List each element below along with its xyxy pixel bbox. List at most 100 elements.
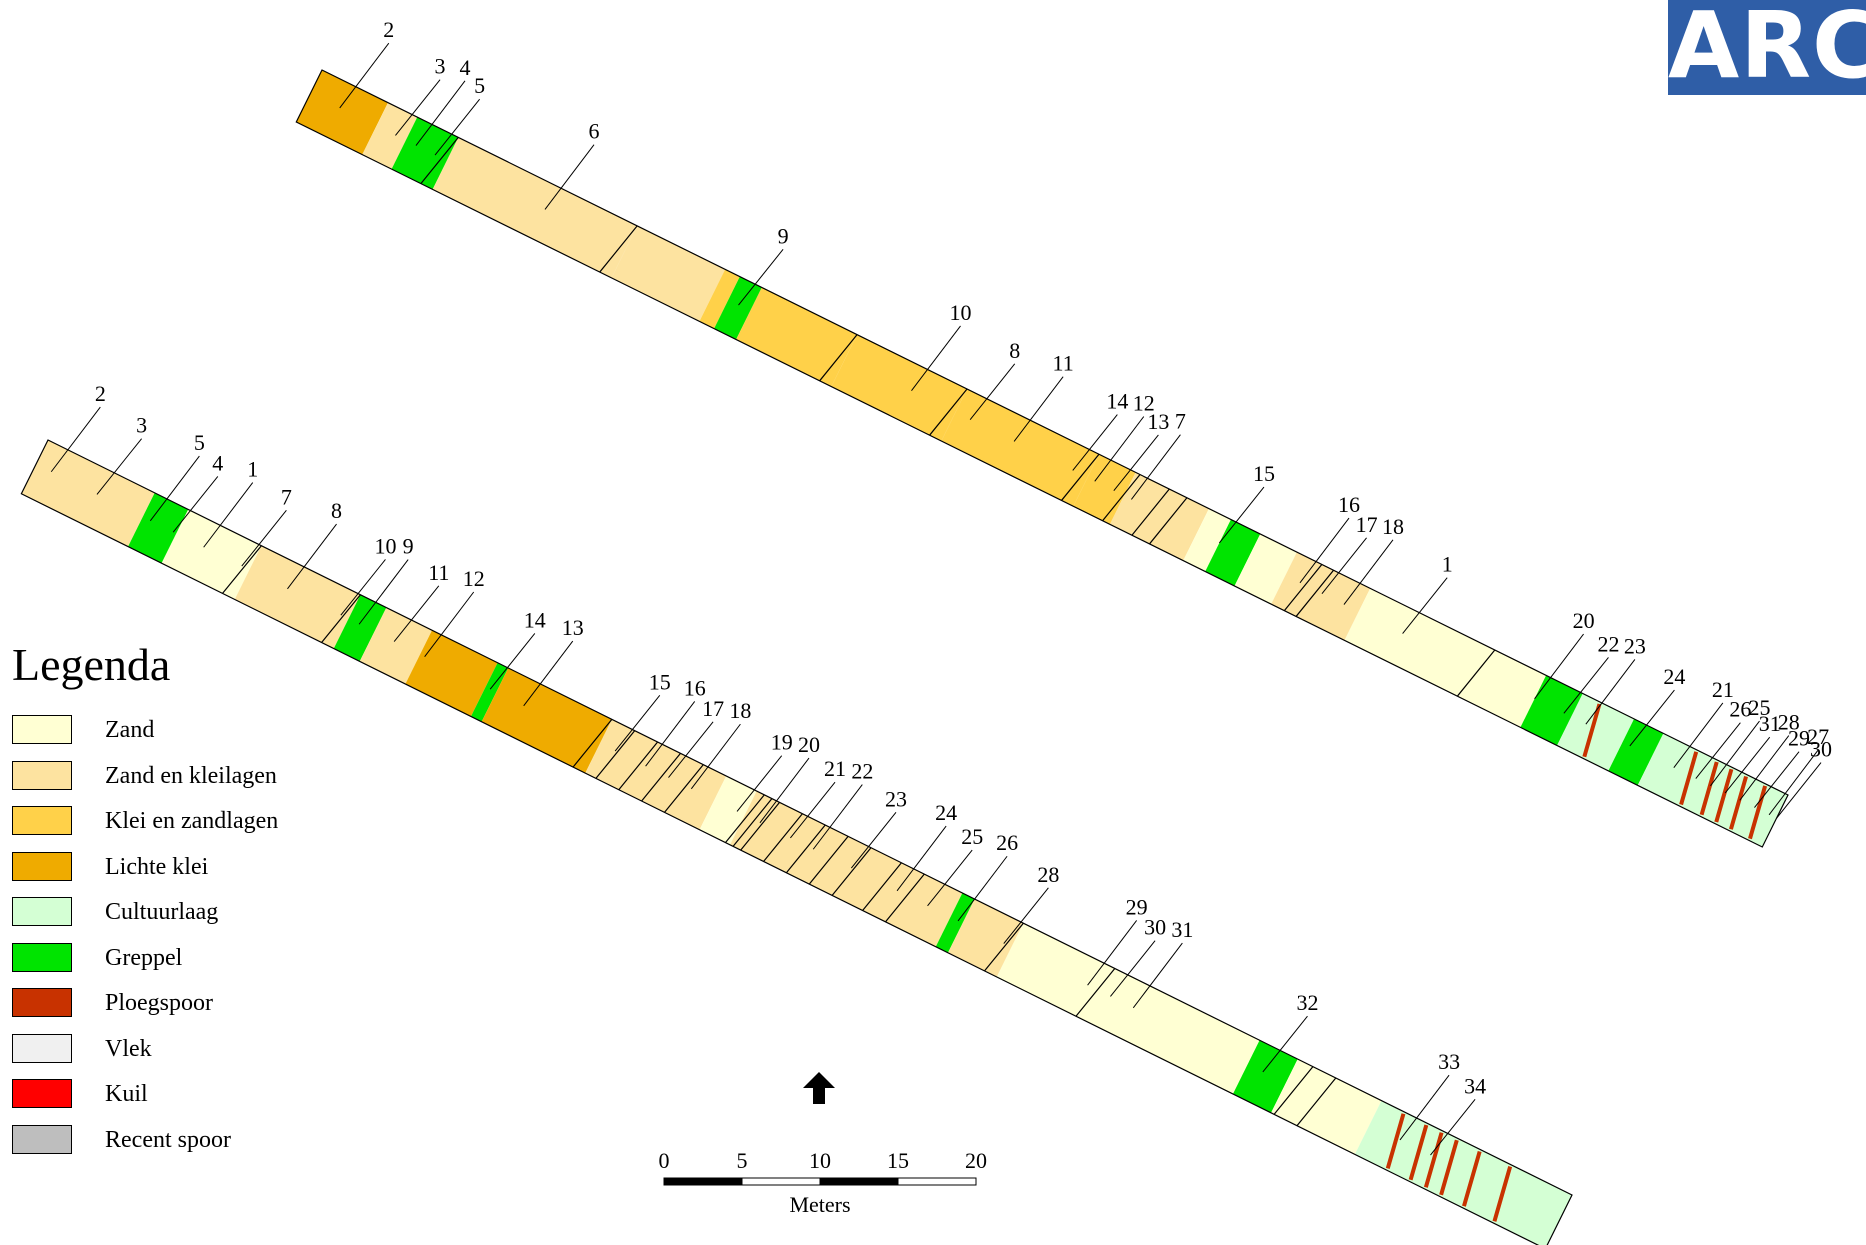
feature-label: 17	[1356, 512, 1378, 537]
feature-label: 28	[1778, 710, 1800, 735]
layer-boundary	[1075, 968, 1116, 1017]
layer-boundary	[664, 764, 704, 813]
legend-label: Klei en zandlagen	[105, 808, 279, 834]
soil-segment	[1271, 1059, 1382, 1155]
legend-swatch	[12, 1124, 72, 1154]
feature-label: 32	[1296, 990, 1318, 1015]
soil-segment	[1608, 718, 1664, 786]
feature-label: 1	[1442, 552, 1453, 577]
plough-mark	[1462, 1150, 1482, 1207]
soil-segment	[1183, 508, 1231, 572]
soil-segment	[432, 137, 638, 278]
trench-outline	[295, 69, 1789, 848]
label-leader	[850, 812, 897, 869]
feature-label: 5	[194, 430, 205, 455]
legend-label: Lichte klei	[105, 853, 209, 880]
plough-mark	[1385, 1113, 1406, 1170]
soil-segment	[611, 225, 726, 322]
legend-label: Cultuurlaag	[105, 899, 219, 925]
feature-label: 30	[1810, 737, 1832, 762]
feature-label: 4	[460, 55, 471, 80]
feature-label: 1	[247, 457, 258, 482]
feature-label: 23	[1624, 633, 1646, 658]
soil-segment	[333, 594, 387, 662]
label-leader	[1072, 414, 1118, 471]
layer-boundary	[1296, 1077, 1337, 1127]
feature-label: 8	[1009, 338, 1020, 363]
scale-unit-label: Meters	[789, 1192, 850, 1217]
soil-segment	[996, 923, 1260, 1094]
soil-segment	[1344, 588, 1547, 728]
soil-segment	[362, 102, 418, 170]
soil-segment	[1637, 733, 1788, 847]
legend-label: Kuil	[105, 1081, 148, 1107]
label-leader	[172, 476, 219, 533]
soil-segment	[941, 389, 1099, 507]
layer-boundary	[222, 545, 262, 594]
layer-boundary	[929, 388, 968, 436]
plough-mark	[1748, 785, 1768, 840]
feature-label: 27	[1807, 724, 1829, 749]
layer-boundary	[321, 594, 361, 643]
feature-label: 11	[1053, 351, 1074, 376]
soil-segment	[481, 668, 612, 774]
legend-item: Kuil	[12, 1077, 332, 1111]
label-leader	[790, 781, 836, 839]
layer-boundary	[808, 835, 849, 885]
feature-label: 15	[649, 669, 671, 694]
layer-boundary	[1273, 1066, 1314, 1115]
label-leader	[1110, 940, 1156, 997]
label-leader	[1132, 942, 1183, 1009]
arc-logo: ARC	[1668, 0, 1866, 99]
label-leader	[957, 855, 1008, 922]
soil-segment	[831, 334, 968, 441]
label-leader	[393, 585, 440, 642]
label-leader	[736, 755, 783, 812]
label-leader	[738, 249, 784, 306]
feature-label: 25	[961, 824, 983, 849]
label-leader	[1299, 517, 1350, 584]
soil-segment	[391, 117, 459, 190]
label-leader	[1673, 702, 1724, 768]
layer-boundary	[1283, 564, 1323, 612]
feature-label: 8	[331, 498, 342, 523]
label-leader	[203, 482, 254, 548]
soil-segment	[128, 492, 189, 564]
legend-swatch	[12, 1079, 72, 1108]
label-leader	[1399, 1074, 1450, 1141]
trench-outline	[20, 439, 1573, 1245]
feature-label: 15	[1253, 461, 1275, 486]
feature-label: 26	[996, 830, 1018, 855]
label-leader	[1218, 486, 1265, 544]
label-leader	[434, 98, 481, 156]
label-leader	[50, 406, 101, 473]
soil-segment	[935, 893, 975, 953]
feature-label: 4	[212, 450, 223, 475]
legend-swatch	[12, 942, 72, 972]
layer-boundary	[641, 752, 681, 802]
label-leader	[1563, 657, 1609, 714]
feature-label: 20	[798, 732, 820, 757]
label-leader	[96, 438, 142, 495]
legend-item: Recent spoor	[12, 1123, 332, 1157]
feature-label: 2	[383, 17, 394, 42]
plough-mark	[1582, 703, 1602, 758]
feature-label: 19	[771, 730, 793, 755]
feature-label: 14	[524, 607, 546, 632]
feature-label: 16	[1338, 492, 1360, 517]
feature-label: 12	[1133, 391, 1155, 416]
feature-label: 28	[1037, 862, 1059, 887]
label-leader	[1695, 722, 1741, 779]
plough-mark	[1729, 775, 1748, 830]
soil-segment	[699, 775, 757, 845]
feature-label: 24	[1663, 664, 1685, 689]
soil-segment	[1234, 534, 1297, 605]
arc-logo-text: ARC	[1668, 0, 1866, 99]
label-leader	[645, 701, 696, 767]
feature-label: 6	[589, 119, 600, 144]
label-leader	[523, 640, 574, 707]
plough-mark	[1699, 761, 1719, 816]
label-leader	[1724, 736, 1771, 794]
